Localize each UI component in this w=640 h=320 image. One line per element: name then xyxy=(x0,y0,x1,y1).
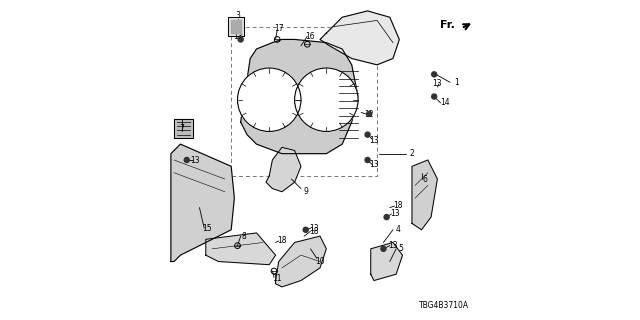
Text: 18: 18 xyxy=(393,202,403,211)
Polygon shape xyxy=(231,20,241,33)
Text: 16: 16 xyxy=(306,32,316,41)
Text: 13: 13 xyxy=(190,156,200,164)
Text: 17: 17 xyxy=(274,24,284,33)
Circle shape xyxy=(367,111,372,116)
Text: 13: 13 xyxy=(369,160,379,169)
Circle shape xyxy=(184,157,189,163)
Text: 3: 3 xyxy=(235,11,240,20)
Polygon shape xyxy=(171,144,234,261)
Text: TBG4B3710A: TBG4B3710A xyxy=(419,301,469,310)
Text: 18: 18 xyxy=(277,236,287,245)
Text: 11: 11 xyxy=(273,275,282,284)
Text: 12: 12 xyxy=(364,109,374,118)
Circle shape xyxy=(431,94,436,99)
Polygon shape xyxy=(276,236,326,287)
Text: 6: 6 xyxy=(422,174,427,184)
Polygon shape xyxy=(266,147,301,192)
Polygon shape xyxy=(206,233,276,265)
Text: 10: 10 xyxy=(315,257,325,266)
Text: 13: 13 xyxy=(309,224,319,233)
Text: 5: 5 xyxy=(399,244,403,253)
Circle shape xyxy=(294,68,358,132)
Polygon shape xyxy=(371,243,403,281)
Text: 15: 15 xyxy=(203,224,212,233)
Polygon shape xyxy=(320,11,399,65)
Text: 2: 2 xyxy=(410,149,414,158)
Text: 13: 13 xyxy=(390,209,399,219)
Circle shape xyxy=(365,132,370,137)
Text: 18: 18 xyxy=(309,227,319,236)
Polygon shape xyxy=(174,119,193,138)
Polygon shape xyxy=(412,160,437,230)
Polygon shape xyxy=(228,17,244,36)
Text: 13: 13 xyxy=(369,136,379,146)
Circle shape xyxy=(431,72,436,77)
Text: 4: 4 xyxy=(396,225,400,234)
Text: 13: 13 xyxy=(233,32,243,41)
Text: 9: 9 xyxy=(303,187,308,196)
Polygon shape xyxy=(241,39,358,154)
Text: 1: 1 xyxy=(454,78,459,87)
Text: 13: 13 xyxy=(388,241,398,250)
Circle shape xyxy=(238,37,243,42)
Circle shape xyxy=(237,68,301,132)
Circle shape xyxy=(365,157,370,163)
Text: 14: 14 xyxy=(440,99,450,108)
Text: 7: 7 xyxy=(180,124,184,133)
Text: 13: 13 xyxy=(433,79,442,88)
Circle shape xyxy=(303,227,308,232)
Circle shape xyxy=(381,246,386,252)
Text: Fr.: Fr. xyxy=(440,20,455,30)
Text: 8: 8 xyxy=(241,232,246,241)
Circle shape xyxy=(384,215,389,220)
